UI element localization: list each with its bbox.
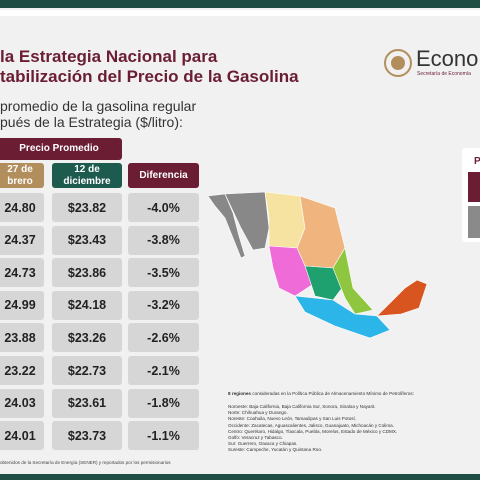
note-line: Norte: Chihuahua y Durango. <box>228 410 288 416</box>
table-cell: 24.37 <box>0 225 44 255</box>
table-cell: $23.73 <box>52 421 122 451</box>
map <box>207 191 428 339</box>
table-cell: -1.8% <box>128 388 199 418</box>
table-cell: 24.73 <box>0 258 44 288</box>
note-line: Sureste: Campeche, Yucatán y Quintana Ro… <box>228 447 323 453</box>
table-cell: 24.99 <box>0 290 44 320</box>
side-panel-letter: P <box>474 156 480 167</box>
note-text: consideradas en la Política Pública de A… <box>252 391 414 396</box>
table-cell: $23.82 <box>52 193 122 222</box>
note-intro: 8 regiones consideradas en la Política P… <box>228 391 428 397</box>
column-header-line: brero <box>7 175 33 187</box>
table-cell: $23.61 <box>52 388 122 418</box>
side-block <box>468 206 480 238</box>
column-header-line: Diferencia <box>139 169 188 181</box>
column-header: 12 de diciembre <box>52 163 122 188</box>
table-cell: $23.86 <box>52 258 122 288</box>
note-line: Noroeste: Baja California, Baja Californ… <box>228 404 376 409</box>
bottom-bar <box>0 474 480 480</box>
logo-emblem <box>384 49 412 77</box>
title-line: tabilización del Precio de la Gasolina <box>0 67 299 86</box>
footer: obtenidos de la Secretaría de Energía (S… <box>0 460 171 465</box>
table-cell: $23.26 <box>52 323 122 353</box>
side-panel: P <box>462 148 480 242</box>
subtitle-line: pués de la Estrategia ($/litro): <box>0 114 183 130</box>
title-line: la Estrategia Nacional para <box>0 47 218 66</box>
table-cell: 23.22 <box>0 356 44 385</box>
column-header-line: diciembre <box>63 175 111 187</box>
side-block <box>468 172 480 202</box>
note-line: Golfo: Veracruz y Tabasco. <box>228 435 283 440</box>
table-cell: -2.1% <box>128 356 199 385</box>
note-line: Noreste: Coahuila, Nuevo León, Tamaulipa… <box>228 416 357 422</box>
table-cell: -3.5% <box>128 258 199 288</box>
table-cell: $23.43 <box>52 225 122 255</box>
table-cell: -2.6% <box>128 323 199 353</box>
column-header-line: 12 de <box>74 163 100 175</box>
note-line: Centro: Querétaro, Hidalgo, Tlaxcala, Pu… <box>228 428 398 434</box>
table-cell: -3.2% <box>128 290 199 320</box>
table-cell: -1.1% <box>128 421 199 451</box>
note-line: Sur: Guerrero, Oaxaca y Chiapas. <box>228 441 298 447</box>
top-bar <box>0 0 480 8</box>
logo-text: Econo <box>416 46 479 71</box>
group-header: Precio Promedio <box>0 138 122 160</box>
subtitle-line: promedio de la gasolina regular <box>0 98 197 114</box>
table-cell: -3.8% <box>128 225 199 255</box>
table-cell: $22.73 <box>52 356 122 385</box>
column-header: Diferencia <box>128 163 199 188</box>
table-cell: 24.01 <box>0 421 44 451</box>
note-bold: 8 regiones <box>228 391 251 396</box>
column-header-line: 27 de <box>7 163 33 175</box>
table-cell: -4.0% <box>128 193 199 222</box>
table-cell: 24.03 <box>0 388 44 418</box>
column-header: 27 de brero <box>0 163 44 188</box>
note-line: Occidente: Zacatecas, Aguascalientes, Ja… <box>228 422 394 428</box>
table-cell: 24.80 <box>0 193 44 222</box>
top-strip <box>0 10 480 16</box>
table-cell: $24.18 <box>52 290 122 320</box>
logo-sub: Secretaría de Economía <box>417 71 471 77</box>
table-cell: 23.88 <box>0 323 44 353</box>
